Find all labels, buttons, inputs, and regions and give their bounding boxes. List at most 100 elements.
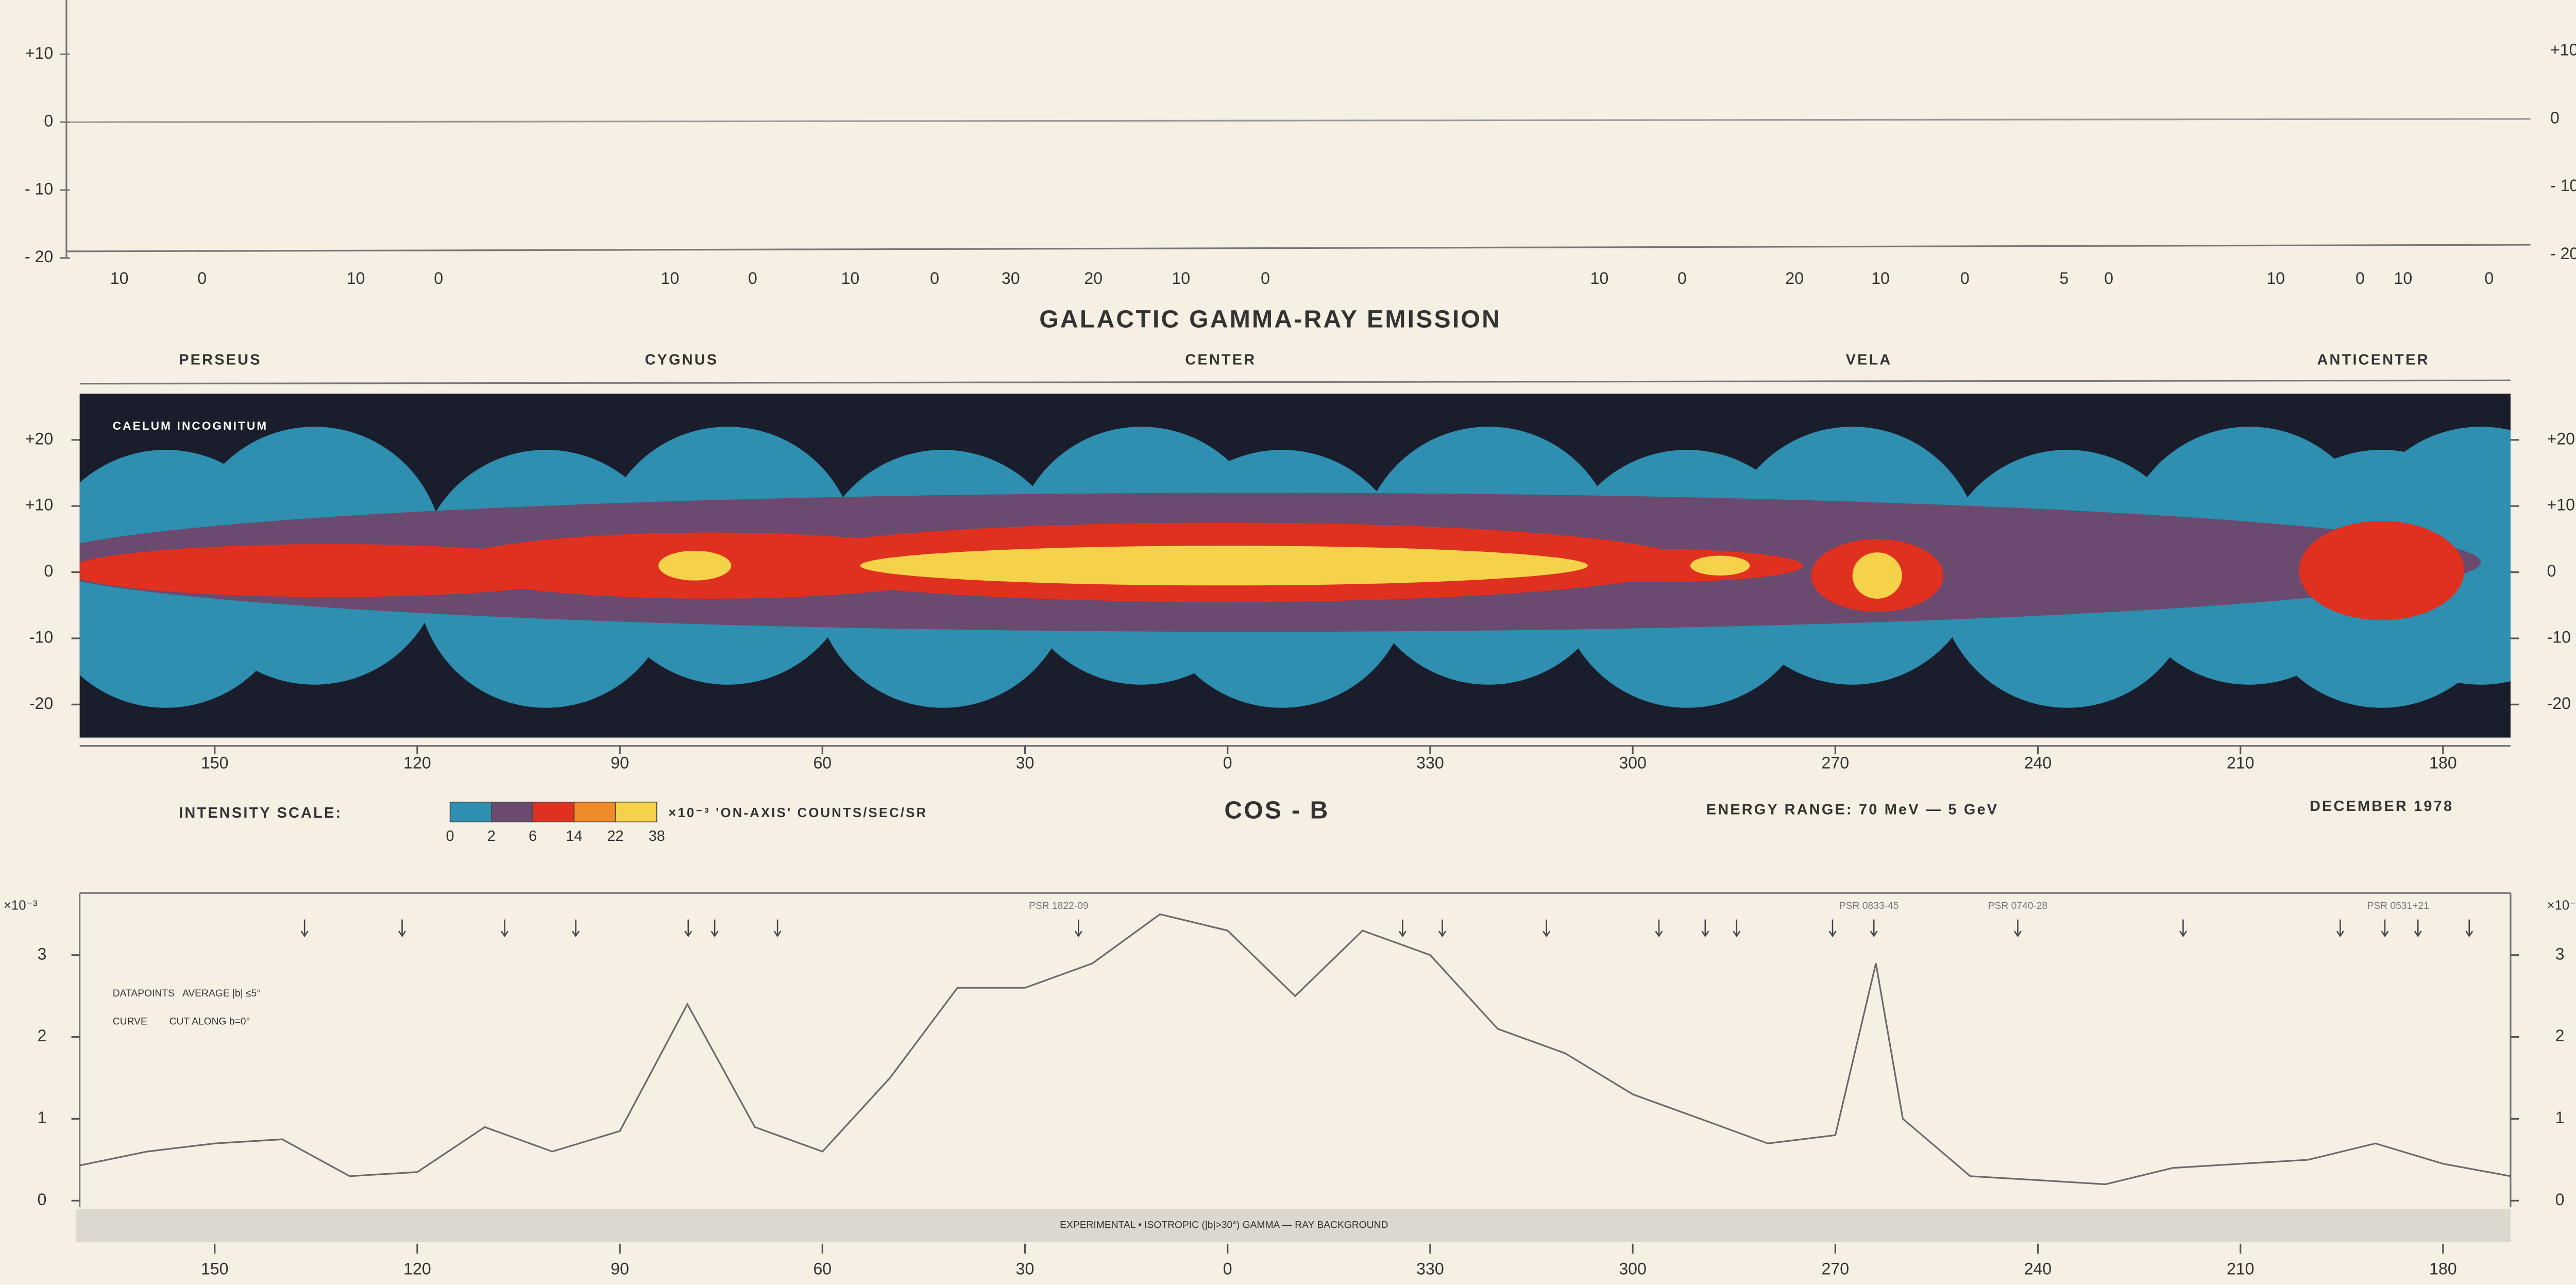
pulsar-label: PSR 0740-28: [1988, 901, 2048, 911]
instrument: COS - B: [1224, 797, 1329, 824]
legend-label: 14: [566, 828, 582, 844]
y-tick-label: 0: [44, 112, 53, 130]
pulsar-label: PSR 0531+21: [2367, 901, 2429, 911]
y-tick-label: 2: [38, 1026, 47, 1045]
legend-label: 6: [529, 828, 537, 844]
x-tick-label: 30: [1016, 753, 1035, 772]
y-tick-label: +10: [2550, 40, 2576, 59]
energy-range: ENERGY RANGE: 70 MeV — 5 GeV: [1706, 801, 1999, 818]
scale-label: 0: [930, 269, 939, 288]
x-tick-label: 150: [201, 753, 229, 772]
legend-swatch: [533, 802, 574, 822]
x-tick-label: 330: [1416, 1260, 1444, 1278]
legend-swatch: [450, 802, 492, 822]
x-tick-label: 180: [2429, 1260, 2457, 1278]
y-tick-label: 3: [38, 944, 47, 963]
y-tick-label: -10: [29, 628, 53, 646]
scale-label: 5: [2059, 269, 2069, 288]
y-tick-label: - 20: [2550, 244, 2576, 263]
y-tick-label: - 10: [2550, 176, 2576, 195]
x-tick-label: 330: [1416, 753, 1444, 772]
x-tick-label: 90: [611, 1260, 629, 1278]
x-tick-label: 300: [1619, 1260, 1647, 1278]
x-tick-label: 120: [403, 753, 431, 772]
x-tick-label: 240: [2024, 753, 2052, 772]
scale-label: 0: [1960, 269, 1970, 288]
scale-label: 0: [2484, 269, 2494, 288]
x-tick-label: 0: [1223, 753, 1232, 772]
legend-swatch: [492, 802, 533, 822]
page: GALACTIC GAMMA-RAY EMISSION CAELUM INCOG…: [0, 0, 2576, 1285]
region-label: CYGNUS: [645, 351, 719, 368]
scale-label: 10: [2394, 269, 2413, 288]
scale-label: 10: [1590, 269, 1609, 288]
y-tick-label: 3: [2555, 944, 2565, 963]
legend-swatch: [616, 802, 657, 822]
scale-label: 10: [2266, 269, 2285, 288]
scale-label: 0: [1677, 269, 1687, 288]
map-region: [2299, 521, 2464, 620]
map-region: [860, 546, 1588, 585]
figure: GALACTIC GAMMA-RAY EMISSION CAELUM INCOG…: [0, 0, 2576, 1285]
y-tick-label: - 20: [25, 247, 53, 266]
region-label: PERSEUS: [179, 351, 261, 368]
x-tick-label: 270: [1822, 1260, 1850, 1278]
y-tick-label: +10: [2547, 496, 2575, 514]
map-annotation: CAELUM INCOGNITUM: [113, 419, 268, 432]
legend-swatch: [574, 802, 615, 822]
y-tick-label: 0: [44, 562, 53, 580]
map-region: [658, 551, 731, 581]
scale-label: 0: [197, 269, 207, 288]
note: DATAPOINTS AVERAGE |b| ≤5°: [113, 988, 261, 999]
x-tick-label: 180: [2429, 753, 2457, 772]
y-tick-label: 0: [38, 1190, 47, 1209]
y-tick-label: -20: [2547, 694, 2571, 713]
scale-label: 10: [110, 269, 129, 288]
background-label: EXPERIMENTAL • ISOTROPIC (|b|>30°) GAMMA…: [1060, 1220, 1388, 1231]
date: DECEMBER 1978: [2310, 798, 2453, 815]
region-label: CENTER: [1185, 351, 1256, 368]
y-unit: ×10⁻³: [4, 899, 38, 913]
x-tick-label: 300: [1619, 753, 1647, 772]
scale-label: 10: [661, 269, 680, 288]
y-unit: ×10⁻³: [2547, 899, 2576, 913]
x-tick-label: 0: [1223, 1260, 1232, 1278]
y-tick-label: 1: [38, 1108, 47, 1127]
legend-title: INTENSITY SCALE:: [179, 805, 342, 821]
scale-label: 10: [1172, 269, 1190, 288]
x-tick-label: 210: [2227, 753, 2255, 772]
x-tick-label: 120: [403, 1260, 431, 1278]
y-tick-label: +10: [25, 44, 53, 62]
map-region: [1690, 555, 1750, 576]
y-tick-label: - 10: [25, 179, 53, 198]
scale-label: 10: [347, 269, 365, 288]
scale-label: 0: [1261, 269, 1270, 288]
x-tick-label: 60: [813, 753, 832, 772]
pulsar-label: PSR 0833-45: [1839, 901, 1899, 911]
scale-label: 10: [1871, 269, 1890, 288]
x-tick-label: 210: [2227, 1260, 2255, 1278]
x-tick-label: 270: [1822, 753, 1850, 772]
scale-label: 0: [2355, 269, 2365, 288]
legend-label: 0: [446, 828, 454, 844]
scale-label: 20: [1785, 269, 1804, 288]
pulsar-label: PSR 1822-09: [1029, 901, 1089, 911]
x-tick-label: 90: [611, 753, 629, 772]
scale-label: 20: [1084, 269, 1103, 288]
scale-label: 0: [2104, 269, 2113, 288]
legend-unit: ×10⁻³ 'ON-AXIS' COUNTS/SEC/SR: [668, 806, 927, 820]
y-tick-label: 2: [2555, 1026, 2565, 1045]
y-tick-label: 0: [2555, 1190, 2565, 1209]
map-region: [1852, 552, 1902, 599]
y-tick-label: +10: [25, 496, 53, 514]
legend-label: 22: [607, 828, 624, 844]
note: CURVE CUT ALONG b=0°: [113, 1017, 250, 1027]
scale-label: 0: [434, 269, 443, 288]
y-tick-label: 0: [2550, 108, 2560, 127]
region-label: ANTICENTER: [2317, 351, 2429, 368]
x-tick-label: 60: [813, 1260, 832, 1278]
scale-label: 0: [748, 269, 757, 288]
y-tick-label: 1: [2555, 1108, 2565, 1127]
region-label: VELA: [1846, 351, 1892, 368]
scale-label: 10: [841, 269, 860, 288]
